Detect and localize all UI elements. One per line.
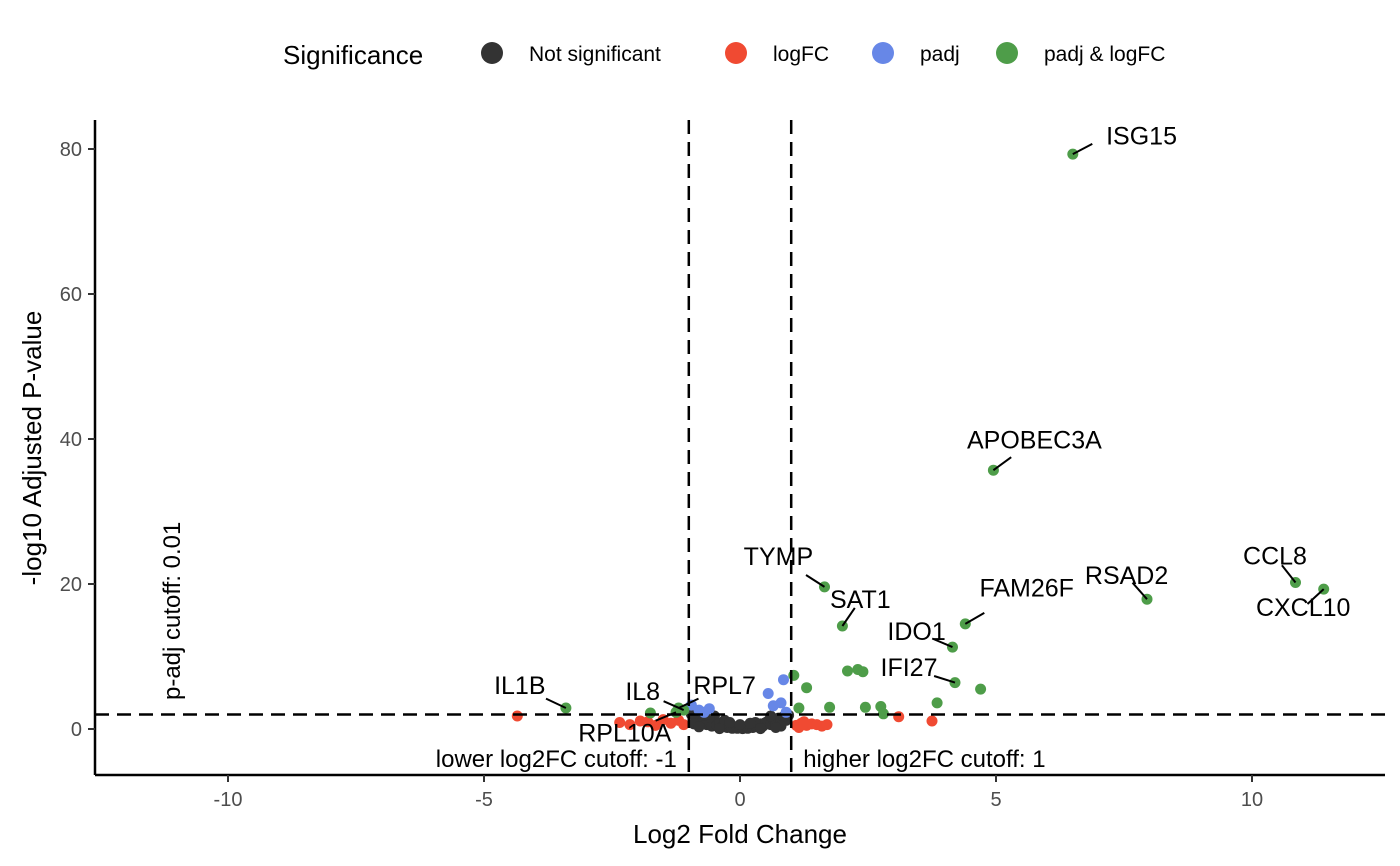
data-point bbox=[693, 721, 705, 733]
data-point bbox=[893, 711, 905, 723]
gene-label: IL8 bbox=[625, 678, 660, 706]
data-point bbox=[744, 717, 756, 729]
data-point bbox=[724, 717, 736, 728]
y-axis-title: -log10 Adjusted P-value bbox=[17, 311, 47, 586]
data-point bbox=[775, 697, 787, 709]
legend-label-2: padj bbox=[920, 43, 960, 66]
plot-area: p-adj cutoff: 0.01 lower log2FC cutoff: -… bbox=[95, 120, 1385, 775]
higher-cutoff-label: higher log2FC cutoff: 1 bbox=[803, 746, 1045, 773]
series-2 bbox=[685, 674, 792, 718]
data-point bbox=[859, 701, 871, 713]
data-point bbox=[857, 666, 869, 678]
data-point bbox=[778, 674, 789, 686]
legend-key-1 bbox=[725, 42, 747, 64]
label-leader bbox=[1281, 564, 1297, 584]
data-point bbox=[926, 715, 938, 727]
y-tick-label: 20 bbox=[60, 574, 82, 596]
lower-cutoff-label: lower log2FC cutoff: -1 bbox=[436, 746, 677, 773]
data-point bbox=[793, 702, 805, 714]
gene-label: RPL10A bbox=[578, 719, 671, 747]
x-tick-label: -10 bbox=[214, 789, 243, 811]
data-point bbox=[877, 708, 889, 720]
data-point bbox=[821, 719, 833, 731]
data-point bbox=[755, 723, 766, 735]
label-leader bbox=[964, 612, 985, 625]
label-leader bbox=[992, 456, 1012, 472]
label-leader bbox=[1131, 582, 1148, 600]
gene-label: FAM26F bbox=[979, 574, 1073, 602]
data-point bbox=[650, 719, 661, 731]
legend-key-0 bbox=[481, 42, 503, 64]
gene-label: RSAD2 bbox=[1085, 562, 1168, 590]
gene-label: SAT1 bbox=[830, 586, 891, 614]
gene-label: CXCL10 bbox=[1256, 594, 1351, 622]
data-point bbox=[644, 707, 656, 719]
y-tick-label: 60 bbox=[60, 284, 82, 306]
data-point bbox=[614, 717, 626, 728]
y-tick-label: 40 bbox=[60, 429, 82, 451]
label-leader bbox=[545, 697, 567, 709]
gene-label: RPL7 bbox=[693, 672, 756, 700]
x-tick-label: 10 bbox=[1241, 789, 1263, 811]
y-tick-label: 0 bbox=[71, 719, 82, 741]
data-point bbox=[762, 688, 774, 699]
label-leader bbox=[678, 697, 699, 709]
label-leader bbox=[805, 574, 826, 588]
gene-label: IL1B bbox=[494, 672, 545, 700]
data-point bbox=[798, 716, 810, 728]
data-point bbox=[703, 703, 715, 715]
gene-label: CCL8 bbox=[1243, 542, 1307, 570]
data-point bbox=[842, 665, 853, 677]
legend-label-0: Not significant bbox=[529, 43, 661, 66]
x-tick-label: -5 bbox=[475, 789, 493, 811]
gene-label: TYMP bbox=[744, 543, 813, 571]
legend-title: Significance bbox=[283, 40, 423, 70]
label-leader bbox=[1072, 143, 1093, 155]
x-tick-label: 5 bbox=[990, 789, 1001, 811]
padj-cutoff-label: p-adj cutoff: 0.01 bbox=[159, 522, 186, 700]
legend-label-3: padj & logFC bbox=[1044, 43, 1165, 66]
gene-label: ISG15 bbox=[1106, 123, 1177, 151]
legend-key-3 bbox=[996, 42, 1018, 64]
data-point bbox=[824, 701, 836, 713]
legend-label-1: logFC bbox=[773, 43, 829, 66]
x-axis-title: Log2 Fold Change bbox=[633, 819, 847, 849]
gene-label: APOBEC3A bbox=[967, 426, 1102, 454]
gene-label: IFI27 bbox=[881, 654, 938, 682]
data-point bbox=[765, 710, 777, 722]
data-point bbox=[714, 723, 725, 735]
label-leader bbox=[841, 607, 856, 627]
label-leader bbox=[1306, 588, 1325, 605]
legend: Significance Not significant logFC padj pad… bbox=[283, 40, 1165, 70]
data-point bbox=[801, 682, 813, 694]
axes: -10 -5 0 5 10 0 20 40 60 80 bbox=[60, 120, 1385, 811]
gene-label: IDO1 bbox=[887, 618, 945, 646]
x-tick-label: 0 bbox=[734, 789, 745, 811]
label-leader bbox=[663, 700, 685, 712]
data-point bbox=[734, 719, 746, 731]
label-leader bbox=[655, 711, 677, 722]
data-point bbox=[780, 706, 792, 718]
label-leader bbox=[931, 637, 953, 649]
data-point bbox=[511, 710, 523, 722]
data-point bbox=[770, 722, 782, 733]
data-point bbox=[678, 719, 690, 731]
label-leader bbox=[933, 675, 956, 684]
legend-key-2 bbox=[872, 42, 894, 64]
y-tick-label: 80 bbox=[60, 139, 82, 161]
data-point bbox=[931, 697, 943, 709]
data-point bbox=[624, 719, 636, 731]
data-point bbox=[975, 683, 987, 695]
